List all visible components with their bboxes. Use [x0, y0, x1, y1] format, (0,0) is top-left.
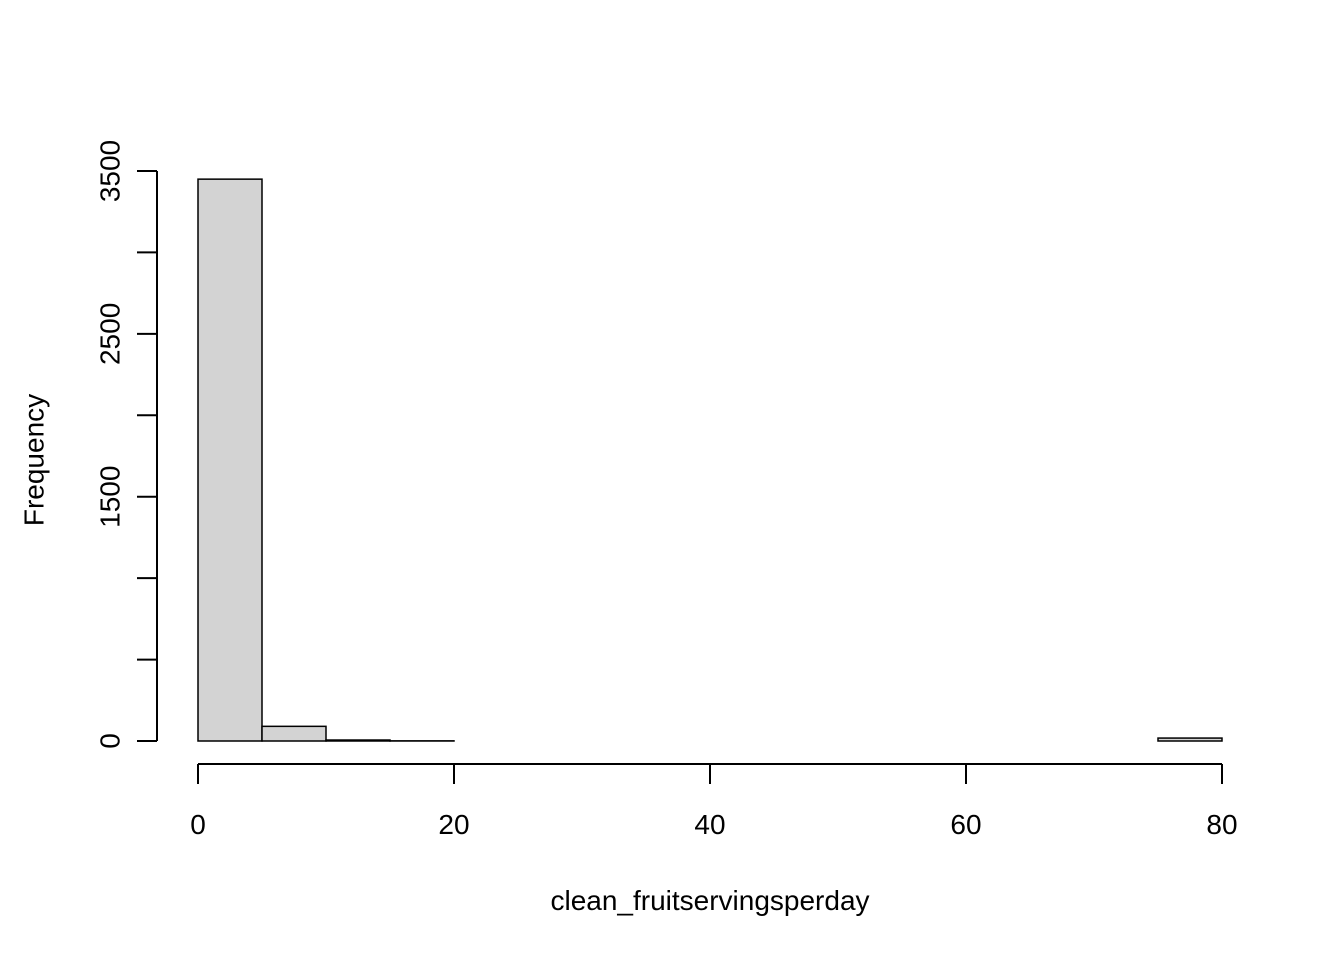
- x-tick-label: 0: [190, 809, 206, 840]
- y-axis: 0 1500 2500 3500: [94, 140, 158, 749]
- histogram-bar: [1157, 737, 1223, 742]
- y-axis-title: Frequency: [18, 394, 49, 526]
- y-tick-label: 0: [94, 733, 125, 749]
- histogram-bar: [261, 725, 327, 742]
- histogram-bar: [325, 739, 391, 742]
- y-tick-label: 2500: [94, 303, 125, 365]
- histogram-bars: [197, 178, 1223, 742]
- histogram-bar: [197, 178, 263, 742]
- y-tick-label: 3500: [94, 140, 125, 202]
- y-tick-label: 1500: [94, 466, 125, 528]
- x-tick-label: 40: [694, 809, 725, 840]
- x-tick-label: 60: [950, 809, 981, 840]
- x-tick-label: 20: [438, 809, 469, 840]
- x-axis: 0 20 40 60 80: [190, 763, 1238, 840]
- x-tick-label: 80: [1206, 809, 1237, 840]
- x-axis-title: clean_fruitservingsperday: [550, 885, 869, 916]
